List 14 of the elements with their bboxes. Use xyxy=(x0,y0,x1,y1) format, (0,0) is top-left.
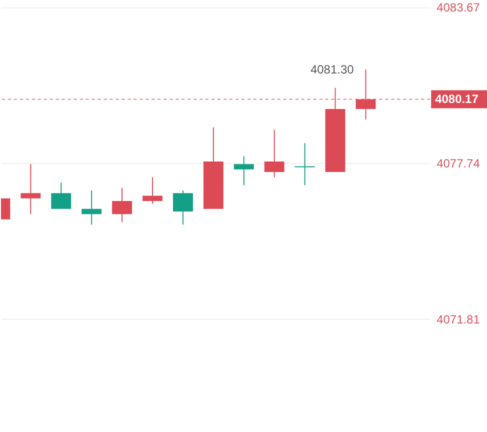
candlestick xyxy=(234,156,254,186)
y-tick-label: 4077.74 xyxy=(436,156,480,171)
candlestick xyxy=(51,182,72,210)
annotation: 4081.30 xyxy=(310,62,354,77)
y-tick-label: 4071.81 xyxy=(436,312,480,326)
y-tick-label: 4083.67 xyxy=(436,0,480,15)
candlestick xyxy=(264,129,284,178)
candlestick xyxy=(82,190,102,226)
candlestick xyxy=(20,164,41,215)
ref-line-label: 4080.17 xyxy=(435,92,479,106)
candlestick xyxy=(112,187,132,222)
candlestick xyxy=(294,142,315,186)
candlestick xyxy=(172,190,193,226)
candlestick xyxy=(142,176,162,204)
